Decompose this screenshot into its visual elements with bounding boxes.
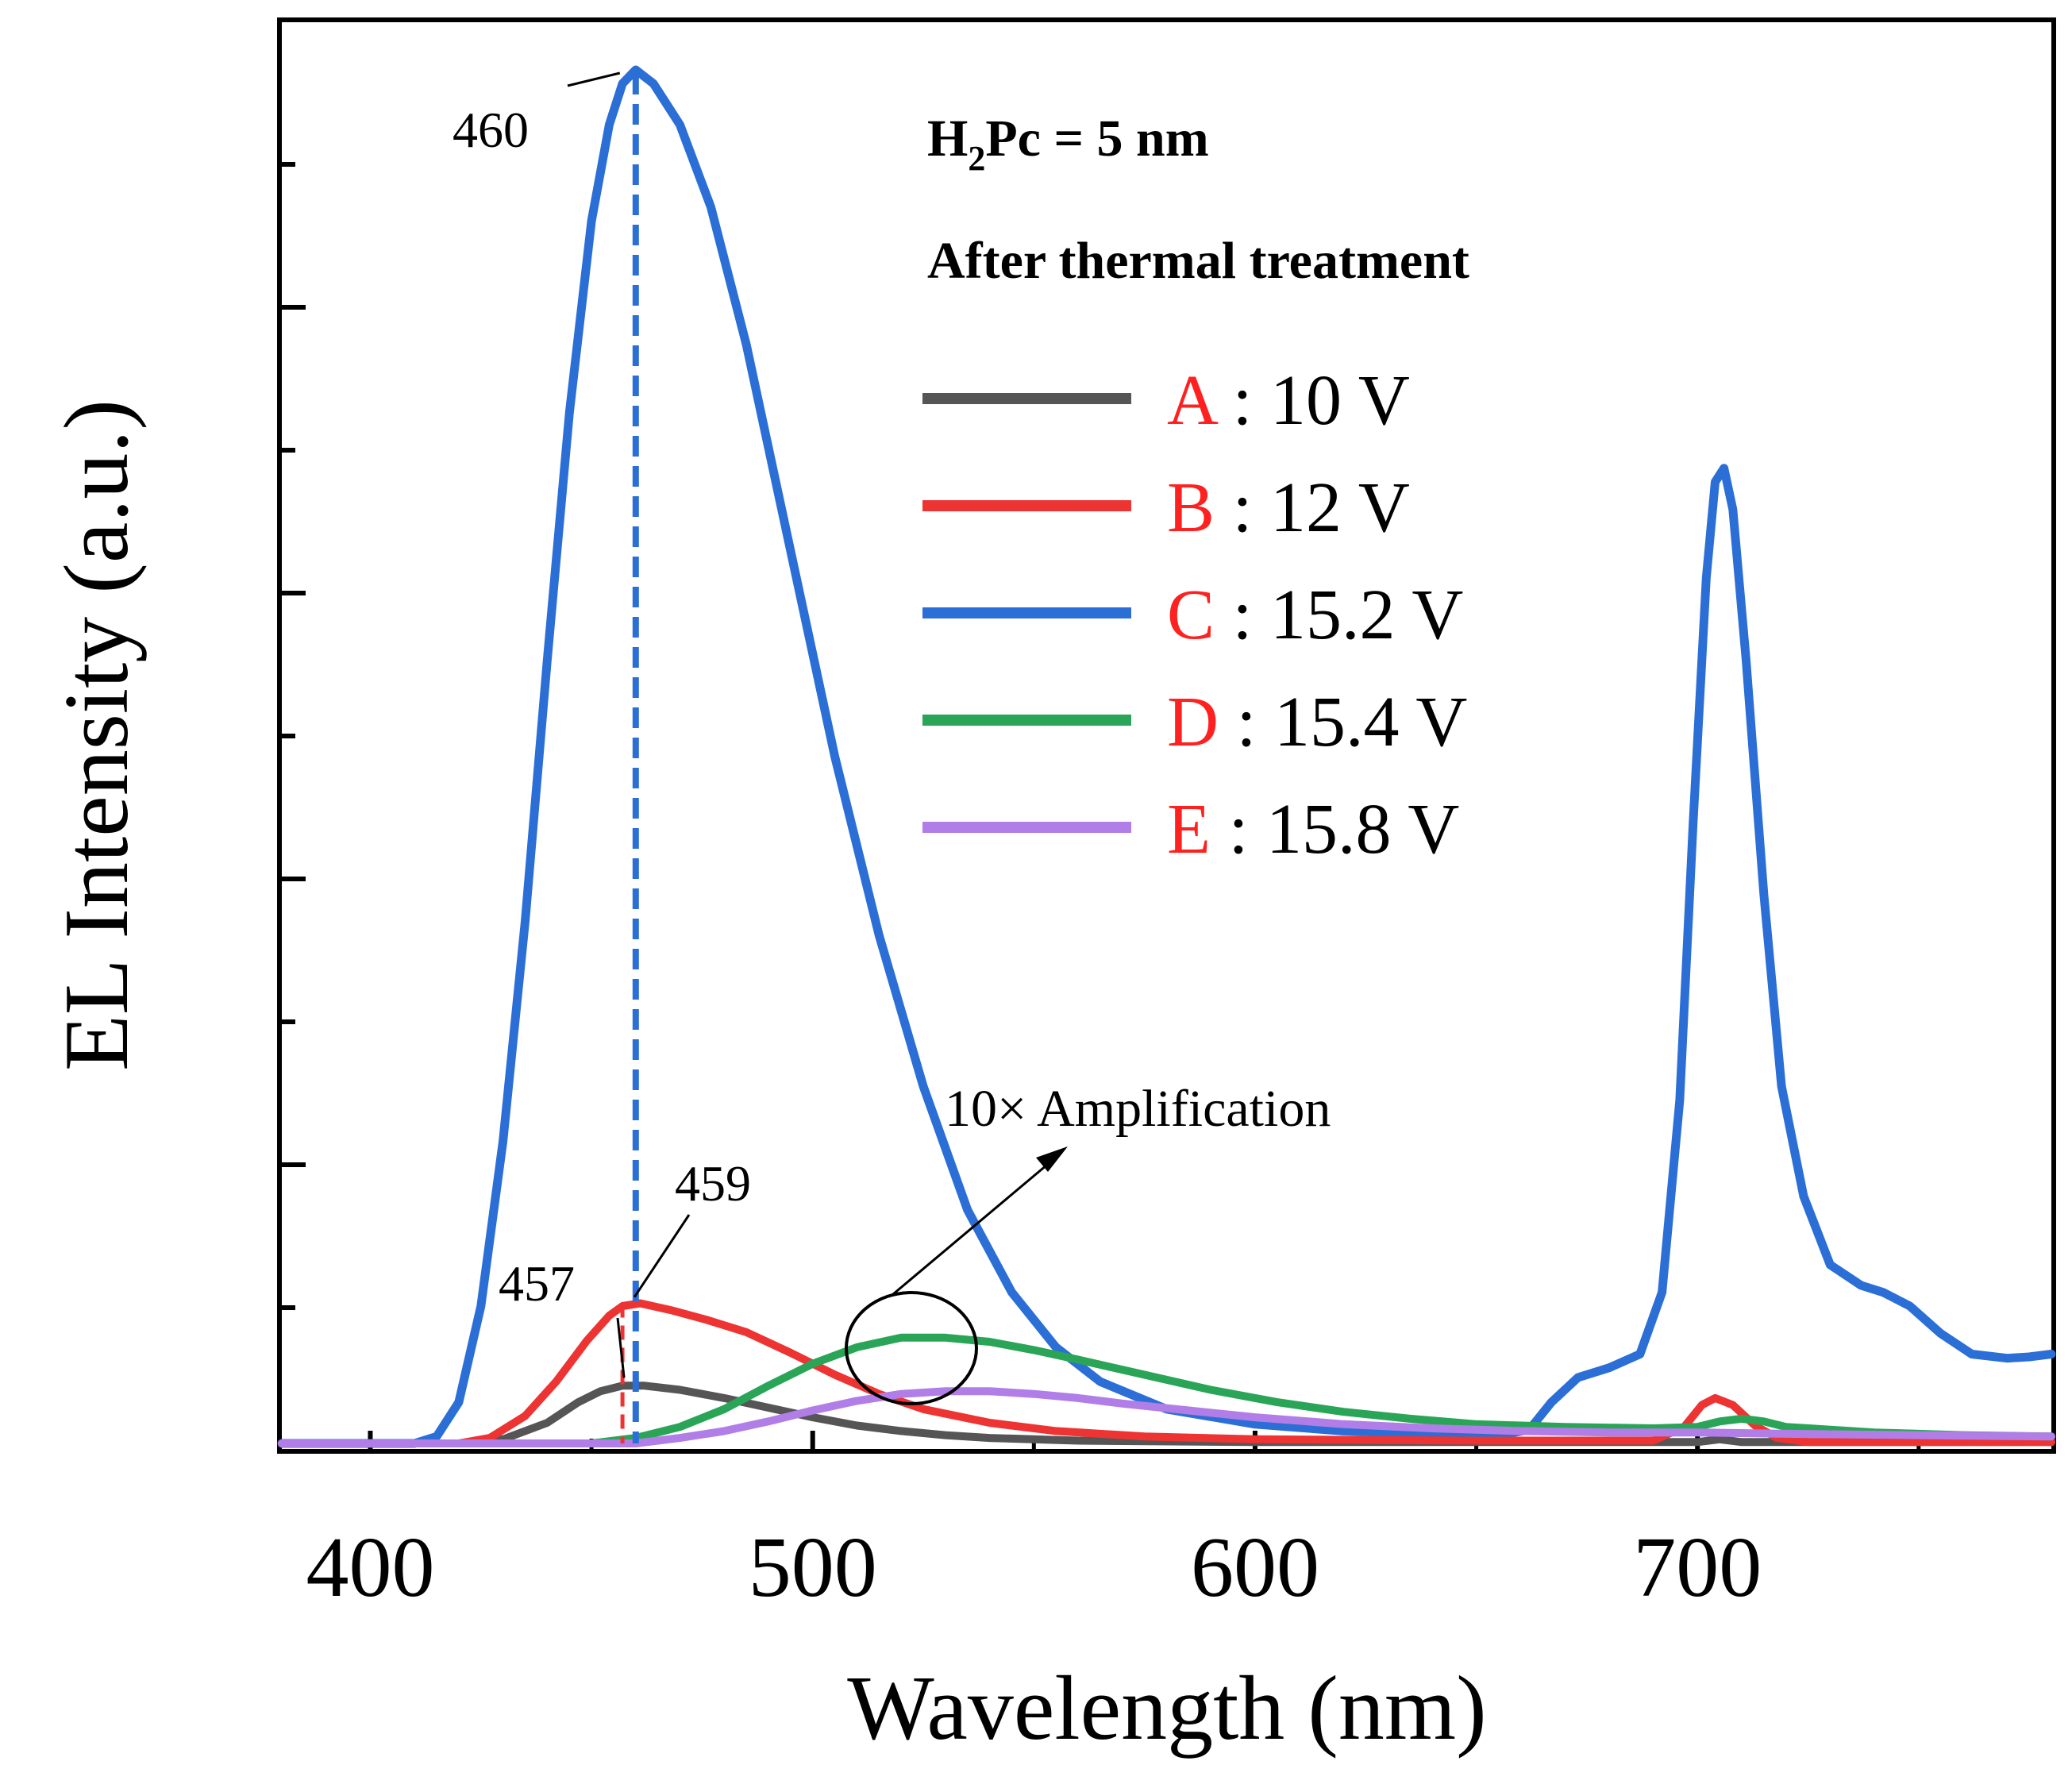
amplification-arrowhead <box>1036 1146 1068 1172</box>
x-tick-label: 600 <box>1191 1520 1319 1615</box>
legend-label-a: A : 10 V <box>1167 361 1410 440</box>
legend-voltage: : 10 V <box>1215 361 1410 440</box>
series-layer <box>277 65 2056 1448</box>
legend-voltage: : 15.2 V <box>1215 576 1463 654</box>
legend: A : 10 VB : 12 VC : 15.2 VD : 15.4 VE : … <box>922 361 1467 869</box>
amplification-label: 10× Amplification <box>945 1080 1331 1138</box>
x-tick-label: 400 <box>306 1520 434 1615</box>
y-axis-ticks <box>282 162 306 1310</box>
legend-letter: A <box>1167 361 1219 440</box>
x-axis-title: Wavelength (nm) <box>847 1658 1487 1759</box>
peak-leader-460 <box>567 71 621 87</box>
y-axis-title: EL Intensity (a.u.) <box>46 399 148 1071</box>
x-tick-label: 700 <box>1633 1520 1762 1615</box>
legend-label-e: E : 15.8 V <box>1167 790 1459 869</box>
info-prefix: H <box>927 110 968 168</box>
legend-voltage: : 15.8 V <box>1211 790 1459 869</box>
legend-voltage: : 15.4 V <box>1219 683 1467 761</box>
legend-letter: C <box>1167 576 1215 654</box>
legend-voltage: : 12 V <box>1215 468 1410 547</box>
info-suffix: Pc = 5 nm <box>985 110 1208 168</box>
peak-label-459: 459 <box>675 1155 751 1212</box>
info-treatment: After thermal treatment <box>927 232 1469 290</box>
x-tick-label: 500 <box>749 1520 877 1615</box>
legend-label-b: B : 12 V <box>1167 468 1410 547</box>
amplification-arrow <box>892 1159 1053 1296</box>
legend-letter: D <box>1167 683 1219 761</box>
legend-letter: B <box>1167 468 1215 547</box>
plot-frame <box>277 17 2056 1454</box>
amplification-circle <box>845 1291 978 1405</box>
peak-label-457: 457 <box>499 1255 575 1312</box>
marker-layer <box>620 74 639 1443</box>
peak-leader-459 <box>633 1214 691 1298</box>
series-line-e <box>278 1387 2055 1447</box>
series-line-c <box>277 65 2056 1448</box>
x-axis-ticks: 400 500 600 700 <box>306 1431 1921 1615</box>
series-line-d <box>278 1333 2055 1447</box>
legend-label-d: D : 15.4 V <box>1167 683 1467 761</box>
legend-letter: E <box>1167 790 1211 869</box>
info-layer-thickness: H2Pc = 5 nm <box>927 110 1209 178</box>
info-subscript: 2 <box>968 139 985 178</box>
legend-label-c: C : 15.2 V <box>1167 576 1463 654</box>
peak-label-460: 460 <box>453 102 529 158</box>
peak-leader-457 <box>616 1317 626 1378</box>
annotation-layer: 460 459 457 10× Amplification <box>453 71 1331 1378</box>
